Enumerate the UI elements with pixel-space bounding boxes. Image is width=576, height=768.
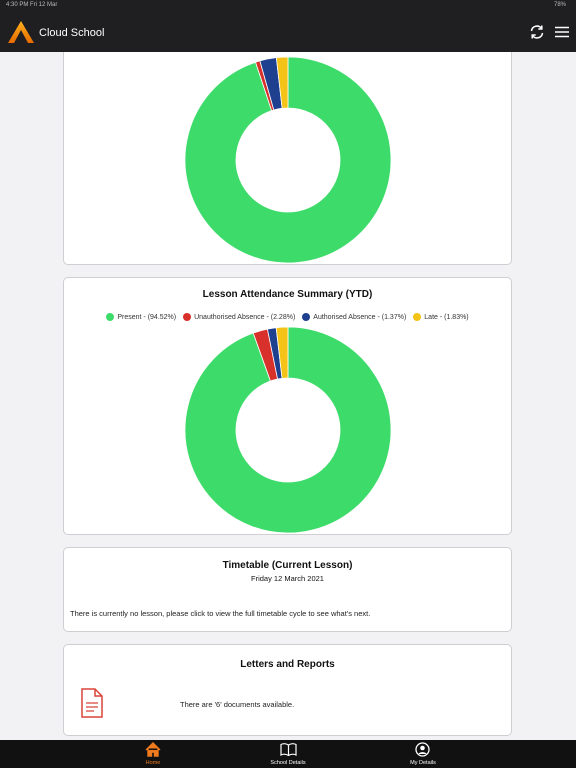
tab-label[interactable]: School Details: [270, 760, 306, 766]
book-icon[interactable]: [280, 743, 297, 756]
legend-item[interactable]: Authorised Absence - (1.37%): [302, 313, 406, 321]
timetable-date: Friday 12 March 2021: [251, 574, 324, 583]
content: Lesson Attendance Summary (YTD) Present …: [0, 52, 576, 740]
legend-item[interactable]: Present - (94.52%): [106, 313, 176, 321]
user-icon[interactable]: [415, 742, 430, 757]
legend: Present - (94.52%) Unauthorised Absence -…: [64, 313, 511, 321]
donut-segment: [275, 326, 289, 379]
lesson-attendance-card: Lesson Attendance Summary (YTD) Present …: [63, 277, 512, 535]
tab-label[interactable]: Home: [145, 760, 161, 766]
legend-swatch: [183, 313, 192, 321]
letters-message: There are '6' documents available.: [180, 700, 295, 709]
status-battery: 78%: [553, 2, 566, 8]
card-title: Letters and Reports: [240, 659, 335, 670]
legend-label: Late - (1.83%): [424, 313, 469, 321]
donut-segment: [184, 326, 392, 534]
donut-segment: [184, 56, 392, 264]
timetable-message: There is currently no lesson, please cli…: [70, 609, 371, 618]
legend-label: Authorised Absence - (1.37%): [313, 313, 407, 321]
card-title: Timetable (Current Lesson): [222, 560, 353, 571]
timetable-card[interactable]: Timetable (Current Lesson) Friday 12 Mar…: [63, 547, 512, 632]
card-title: Lesson Attendance Summary (YTD): [202, 289, 373, 300]
tab-bar: Home School Details My Details: [0, 740, 576, 768]
legend-label: Unauthorised Absence - (2.28%): [194, 313, 296, 321]
legend-swatch: [106, 313, 115, 321]
legend-swatch: [302, 313, 311, 321]
donut-chart: [184, 326, 392, 534]
legend-item[interactable]: Unauthorised Absence - (2.28%): [183, 313, 295, 321]
status-time: 4:30 PM Fri 12 Mar: [6, 2, 58, 8]
document-icon: [81, 688, 103, 718]
legend-item[interactable]: Late - (1.83%): [413, 313, 469, 321]
legend-label: Present - (94.52%): [117, 313, 177, 321]
tab-label[interactable]: My Details: [410, 760, 436, 766]
donut-chart: [184, 56, 392, 264]
letters-card[interactable]: Letters and Reports There are '6' docume…: [63, 644, 512, 736]
app-title: Cloud School: [39, 27, 105, 39]
attendance-card: [63, 52, 512, 265]
app-logo: [8, 21, 34, 43]
home-icon[interactable]: [145, 742, 161, 757]
top-bar: 4:30 PM Fri 12 Mar 78% Cloud School: [0, 0, 576, 52]
menu-button[interactable]: [555, 26, 569, 38]
refresh-button[interactable]: [529, 24, 545, 40]
legend-swatch: [413, 313, 422, 321]
donut-segment: [275, 56, 289, 109]
